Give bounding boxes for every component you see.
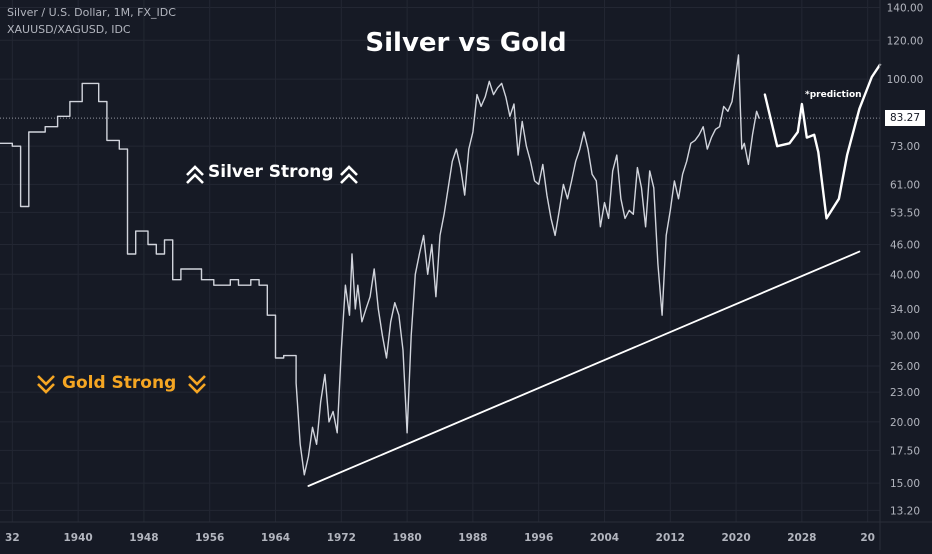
x-tick-label: 1956 — [195, 532, 224, 544]
chevron-up-icon — [340, 165, 358, 184]
x-tick-label: 1948 — [129, 532, 158, 544]
x-tick-label: 1972 — [327, 532, 356, 544]
y-tick-label: 17.50 — [890, 445, 920, 457]
y-tick-label: 61.00 — [890, 179, 920, 191]
y-tick-label: 26.00 — [890, 361, 920, 373]
y-tick-label: 140.00 — [887, 2, 924, 14]
prediction-curve — [763, 63, 882, 220]
x-tick-label: 1980 — [392, 532, 421, 544]
grid — [0, 0, 880, 522]
y-tick-label: 120.00 — [887, 35, 924, 47]
symbol-line: Silver / U.S. Dollar, 1M, FX_IDC — [7, 6, 176, 19]
last-price-label: 83.27 — [885, 110, 925, 127]
x-tick-label: 20 — [860, 532, 875, 544]
chevron-down-icon — [37, 375, 55, 394]
y-tick-label: 100.00 — [887, 74, 924, 86]
series-group — [0, 54, 882, 487]
x-tick-label: 1988 — [458, 532, 487, 544]
y-axis: 140.00 120.00 100.00 73.00 61.00 53.50 46.00 40… — [879, 0, 924, 550]
y-tick-label: 40.00 — [890, 269, 920, 281]
silver-strong-label: Silver Strong — [208, 162, 334, 182]
x-tick-label: 2020 — [721, 532, 750, 544]
y-tick-label: 73.00 — [890, 141, 920, 153]
x-tick-label: 1996 — [524, 532, 553, 544]
support-trendline — [307, 250, 861, 487]
x-tick-label: 2028 — [787, 532, 816, 544]
y-tick-label: 20.00 — [890, 417, 920, 429]
y-tick-label: 46.00 — [890, 240, 920, 252]
y-tick-label: 15.00 — [890, 478, 920, 490]
ratio-line — [0, 54, 760, 476]
x-tick-label: 1940 — [64, 532, 93, 544]
x-tick-label: 32 — [5, 532, 20, 544]
y-tick-label: 34.00 — [890, 304, 920, 316]
gold-strong-label: Gold Strong — [62, 373, 177, 393]
x-tick-label: 1964 — [261, 532, 290, 544]
y-tick-label: 23.00 — [890, 387, 920, 399]
x-tick-label: 2012 — [656, 532, 685, 544]
y-tick-label: 13.20 — [890, 505, 920, 517]
chevron-down-icon — [188, 375, 206, 394]
y-tick-label: 53.50 — [890, 207, 920, 219]
x-tick-label: 2004 — [590, 532, 619, 544]
x-axis: 32 1940 1948 1956 1964 1972 1980 1988 1996 2004 20… — [0, 521, 932, 544]
y-tick-label: 30.00 — [890, 331, 920, 343]
prediction-label: *prediction — [805, 90, 862, 100]
indicator-line: XAUUSD/XAGUSD, IDC — [7, 23, 131, 36]
chevron-up-icon — [186, 165, 204, 184]
